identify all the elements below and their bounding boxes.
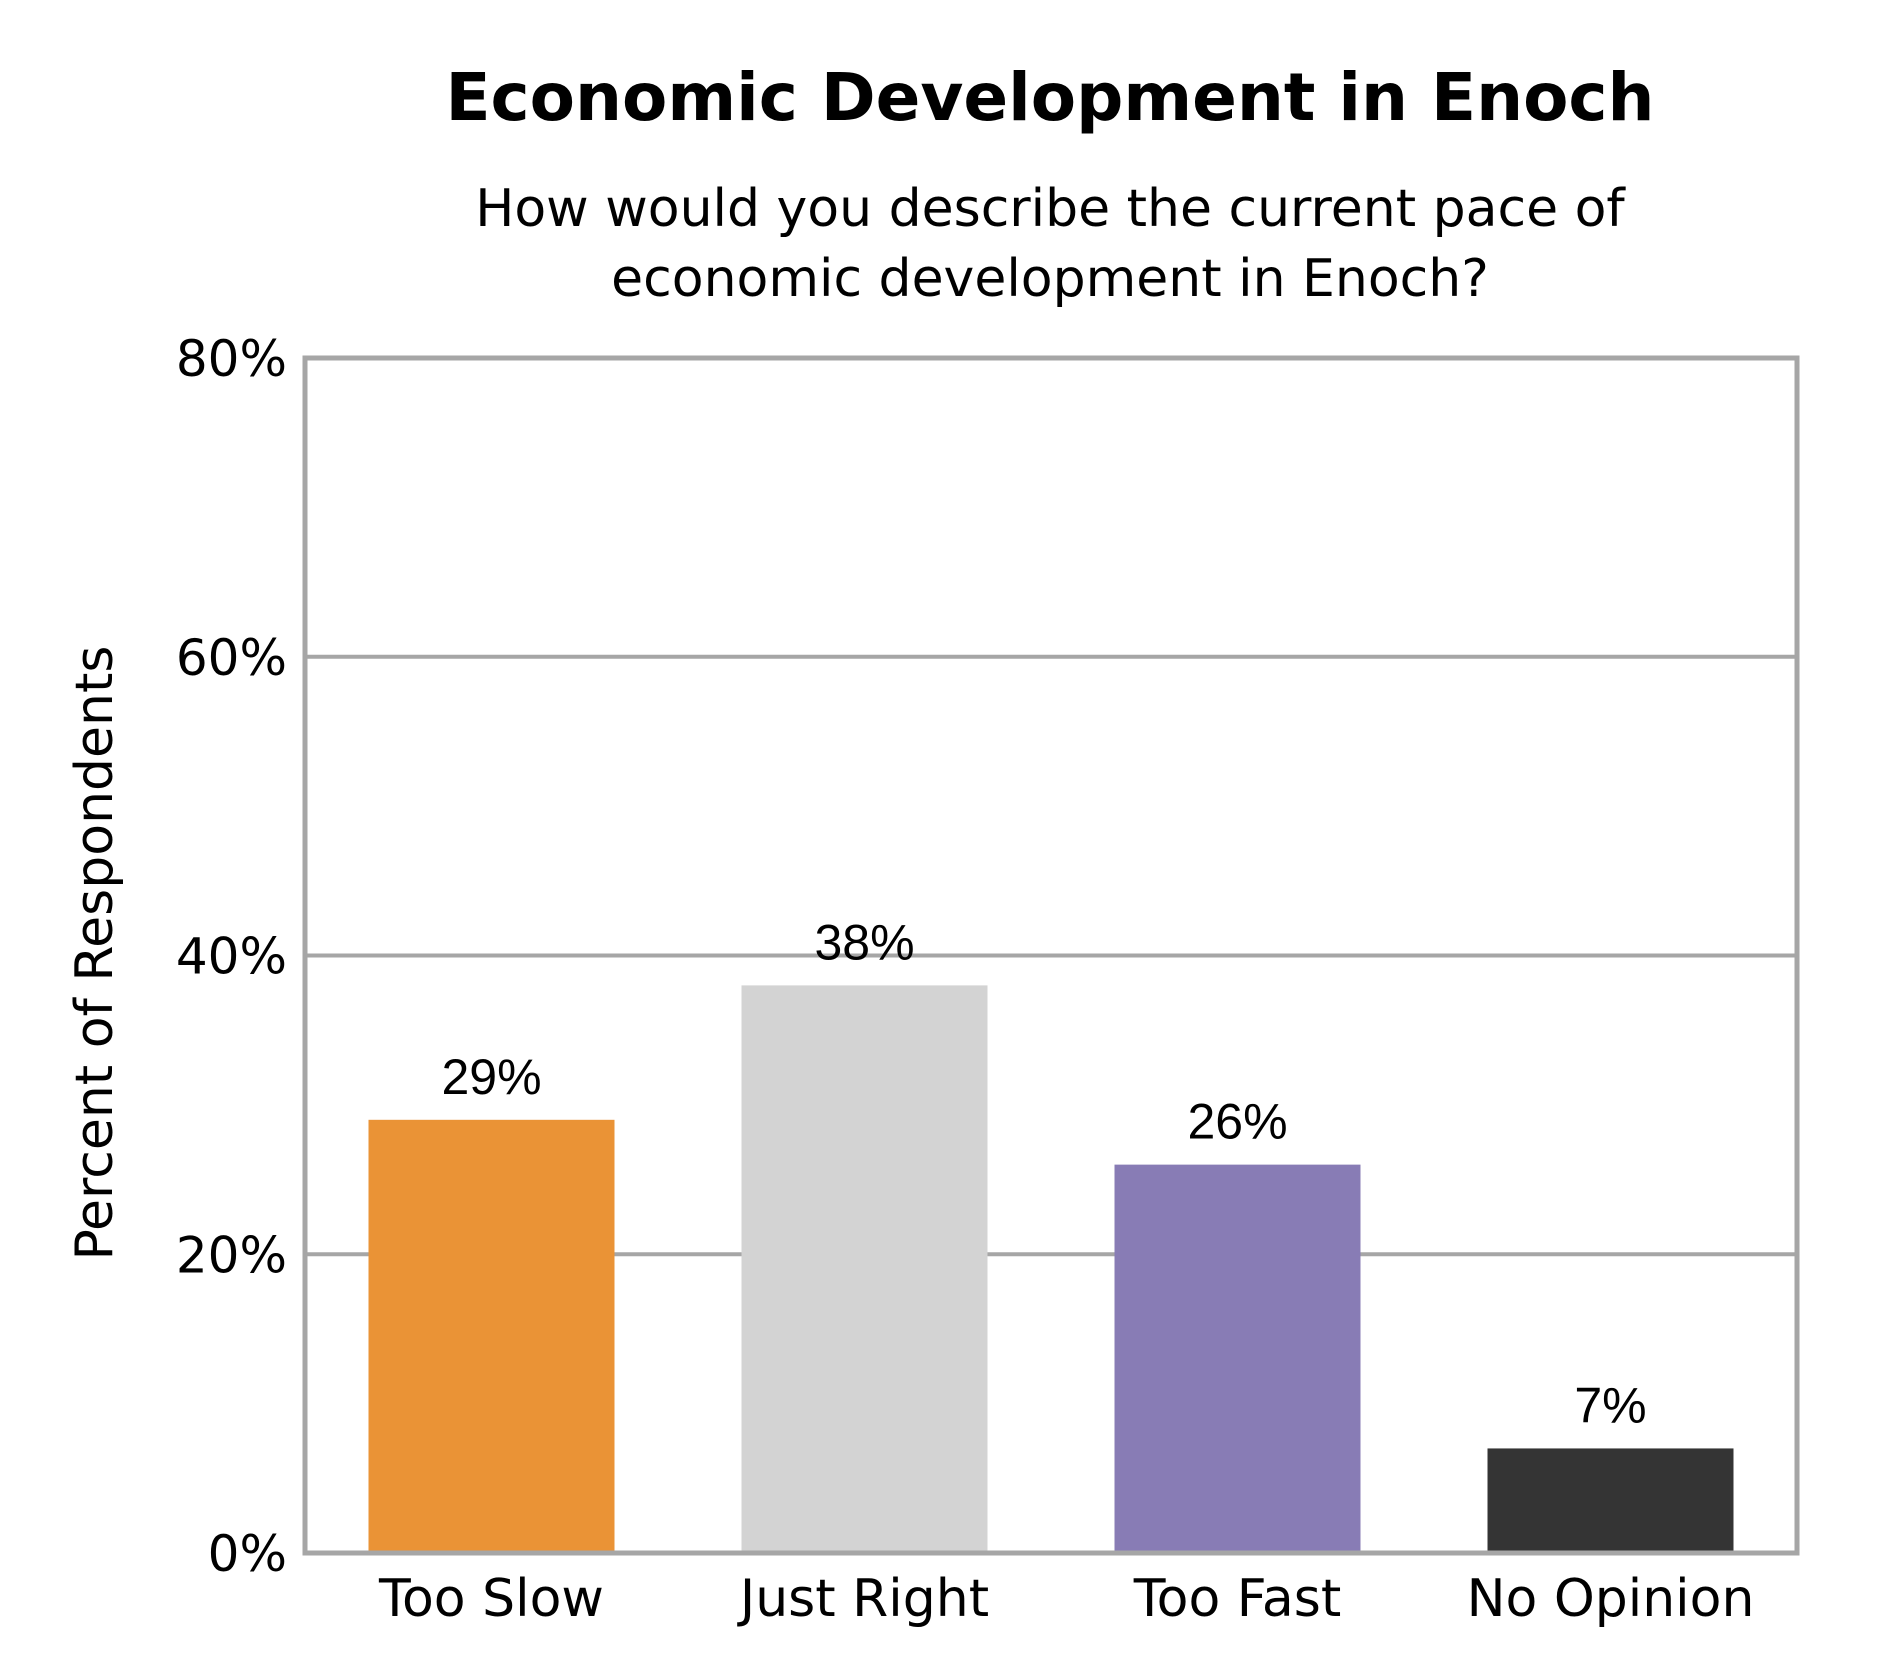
category-label-too-fast: Too Fast bbox=[1133, 1569, 1342, 1629]
value-labels: 29% 38% 26% 7% bbox=[441, 914, 1646, 1433]
bars bbox=[368, 985, 1734, 1553]
value-label-just-right: 38% bbox=[814, 914, 914, 970]
chart-subtitle-line-1: How would you describe the current pace … bbox=[475, 179, 1626, 239]
y-tick-label-20: 20% bbox=[176, 1226, 287, 1284]
plot-frame bbox=[302, 355, 1800, 1556]
bar-no-opinion bbox=[1487, 1448, 1734, 1553]
y-tick-label-60: 60% bbox=[176, 629, 287, 687]
y-tick-label-40: 40% bbox=[176, 928, 287, 986]
category-label-just-right: Just Right bbox=[737, 1569, 989, 1629]
y-tick-label-0: 0% bbox=[208, 1525, 287, 1583]
bar-too-slow bbox=[368, 1119, 615, 1553]
bar-just-right bbox=[741, 985, 988, 1553]
value-label-too-fast: 26% bbox=[1187, 1094, 1287, 1150]
category-label-too-slow: Too Slow bbox=[378, 1569, 604, 1629]
y-tick-label-80: 80% bbox=[176, 330, 287, 388]
value-label-too-slow: 29% bbox=[441, 1049, 541, 1105]
chart-subtitle-line-2: economic development in Enoch? bbox=[611, 249, 1489, 309]
value-label-no-opinion: 7% bbox=[1574, 1377, 1646, 1433]
category-label-no-opinion: No Opinion bbox=[1467, 1569, 1755, 1629]
chart-title: Economic Development in Enoch bbox=[445, 59, 1654, 136]
y-axis-label: Percent of Respondents bbox=[65, 646, 125, 1261]
category-labels: Too Slow Just Right Too Fast No Opinion bbox=[378, 1569, 1754, 1629]
plot-frame-border bbox=[302, 355, 1800, 1556]
y-tick-labels: 0% 20% 40% 60% 80% bbox=[176, 330, 287, 1583]
bar-too-fast bbox=[1114, 1164, 1361, 1553]
